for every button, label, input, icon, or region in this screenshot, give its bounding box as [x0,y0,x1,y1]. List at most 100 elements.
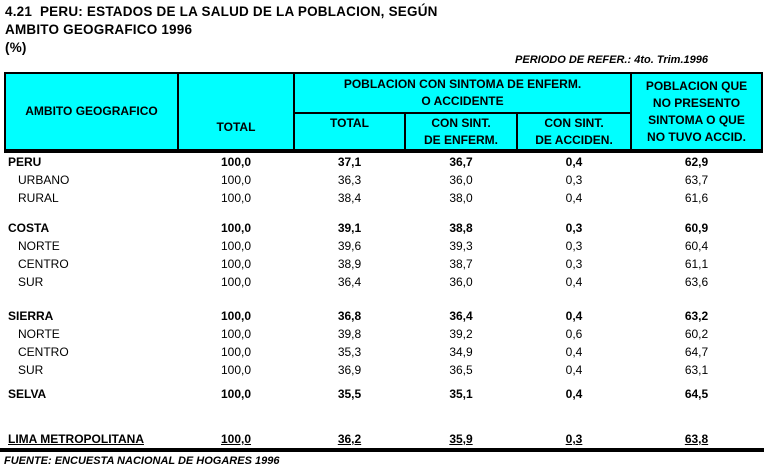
cell-total: 100,0 [220,191,252,205]
cell-total: 100,0 [220,155,252,169]
cell-sintoma-accidente: 0,6 [565,327,583,341]
cell-sintoma-accidente: 0,4 [565,309,583,323]
section-gap-cell [5,403,762,430]
cell-sin-sintoma: 63,6 [684,275,709,289]
row-label: RURAL [18,191,59,205]
cell-total: 100,0 [220,275,252,289]
section-gap-cell [5,207,762,219]
cell-sin-sintoma: 63,8 [684,432,709,446]
cell-sin-sintoma: 62,9 [684,155,709,169]
cell-sintoma-accidente: 0,4 [565,363,583,377]
column-header-poblacion-sin-sintoma: POBLACION QUE NO PRESENTO SINTOMA O QUE … [630,72,763,153]
cell-total: 100,0 [220,345,252,359]
cell-total: 100,0 [220,221,252,235]
cell-sin-sintoma: 61,6 [684,191,709,205]
cell-sintoma-enfermedad: 36,5 [449,363,473,377]
row-label: SIERRA [8,309,54,323]
cell-sintoma-total: 39,6 [337,239,362,253]
cell-sintoma-total: 36,2 [337,432,362,446]
cell-sintoma-enfermedad: 38,0 [449,191,473,205]
cell-total: 100,0 [220,239,252,253]
cell-sin-sintoma: 60,2 [684,327,709,341]
table-row: NORTE 100,0 39,8 39,2 0,6 60,2 [5,325,762,343]
cell-sintoma-total: 35,5 [337,387,362,401]
column-group-poblacion-con-sintoma: POBLACION CON SINTOMA DE ENFERM. O ACCID… [293,72,632,114]
table-row: SUR 100,0 36,9 36,5 0,4 63,1 [5,361,762,379]
cell-sintoma-enfermedad: 39,3 [449,239,473,253]
health-status-table: AMBITO GEOGRAFICO TOTAL POBLACION CON SI… [4,72,763,448]
cell-sintoma-accidente: 0,3 [565,221,583,235]
section-gap [5,291,762,307]
cell-sintoma-total: 38,9 [337,257,362,271]
table-row: NORTE 100,0 39,6 39,3 0,3 60,4 [5,237,762,255]
table-row: SUR 100,0 36,4 36,0 0,4 63,6 [5,273,762,291]
cell-total: 100,0 [220,363,252,377]
cell-sintoma-total: 36,8 [337,309,362,323]
column-header-con-sintoma-enfermedad: CON SINT. DE ENFERM. [404,112,518,153]
section-gap [5,207,762,219]
cell-sintoma-enfermedad: 36,4 [449,309,473,323]
cell-sintoma-enfermedad: 35,1 [449,387,473,401]
cell-sintoma-accidente: 0,4 [565,345,583,359]
cell-total: 100,0 [220,257,252,271]
cell-sintoma-total: 36,9 [337,363,362,377]
column-header-ambito-geografico: AMBITO GEOGRAFICO [4,72,179,153]
row-label: CENTRO [18,345,69,359]
row-label: NORTE [18,239,60,253]
table-row: PERU 100,0 37,1 36,7 0,4 62,9 [5,151,762,171]
section-gap [5,403,762,430]
cell-sintoma-accidente: 0,4 [565,191,583,205]
table-row: CENTRO 100,0 38,9 38,7 0,3 61,1 [5,255,762,273]
row-label: LIMA METROPOLITANA [8,432,144,446]
cell-sintoma-total: 36,3 [337,173,362,187]
title-line-1: 4.21 PERU: ESTADOS DE LA SALUD DE LA POB… [5,4,438,19]
table-row: SIERRA 100,0 36,8 36,4 0,4 63,2 [5,307,762,325]
title-line-3: (%) [5,40,27,55]
table-row: URBANO 100,0 36,3 36,0 0,3 63,7 [5,171,762,189]
cell-sin-sintoma: 60,4 [684,239,709,253]
cell-sintoma-enfermedad: 36,0 [449,173,473,187]
cell-sin-sintoma: 64,7 [684,345,709,359]
cell-sintoma-enfermedad: 38,7 [449,257,473,271]
cell-sintoma-total: 35,3 [337,345,362,359]
cell-total: 100,0 [220,432,252,446]
cell-total: 100,0 [220,387,252,401]
cell-sintoma-accidente: 0,3 [565,257,583,271]
cell-sintoma-enfermedad: 39,2 [449,327,473,341]
cell-sintoma-accidente: 0,4 [565,387,583,401]
cell-sin-sintoma: 63,2 [684,309,709,323]
row-label: SELVA [8,387,47,401]
cell-sintoma-enfermedad: 38,8 [449,221,473,235]
table-body: PERU 100,0 37,1 36,7 0,4 62,9 URBANO 100,0 36,3 3… [5,151,762,448]
column-header-sintoma-total: TOTAL [293,112,406,153]
table-row: RURAL 100,0 38,4 38,0 0,4 61,6 [5,189,762,207]
cell-sin-sintoma: 63,7 [684,173,709,187]
cell-sintoma-accidente: 0,3 [565,173,583,187]
cell-sintoma-enfermedad: 36,0 [449,275,473,289]
table-row: COSTA 100,0 39,1 38,8 0,3 60,9 [5,219,762,237]
cell-sintoma-accidente: 0,3 [565,239,583,253]
cell-sintoma-total: 39,1 [337,221,362,235]
header-area: 4.21 PERU: ESTADOS DE LA SALUD DE LA POB… [0,0,764,72]
row-label: CENTRO [18,257,69,271]
cell-sintoma-total: 38,4 [337,191,362,205]
row-label: NORTE [18,327,60,341]
cell-sintoma-total: 37,1 [337,155,362,169]
column-header-total: TOTAL [177,72,295,153]
row-label: SUR [18,363,44,377]
cell-sintoma-accidente: 0,4 [565,155,583,169]
table-row: CENTRO 100,0 35,3 34,9 0,4 64,7 [5,343,762,361]
row-label: PERU [8,155,42,169]
cell-sintoma-accidente: 0,3 [565,432,583,446]
title-line-2: AMBITO GEOGRAFICO 1996 [5,22,193,37]
cell-sintoma-total: 39,8 [337,327,362,341]
cell-sin-sintoma: 63,1 [684,363,709,377]
section-gap-cell [5,291,762,307]
page-title: 4.21 PERU: ESTADOS DE LA SALUD DE LA POB… [0,0,764,57]
cell-total: 100,0 [220,309,252,323]
table-row: LIMA METROPOLITANA 100,0 36,2 35,9 0,3 63,8 [5,430,762,448]
cell-sin-sintoma: 61,1 [684,257,709,271]
reference-period: PERIODO DE REFER.: 4to. Trim.1996 [515,54,708,66]
cell-sintoma-enfermedad: 34,9 [449,345,473,359]
